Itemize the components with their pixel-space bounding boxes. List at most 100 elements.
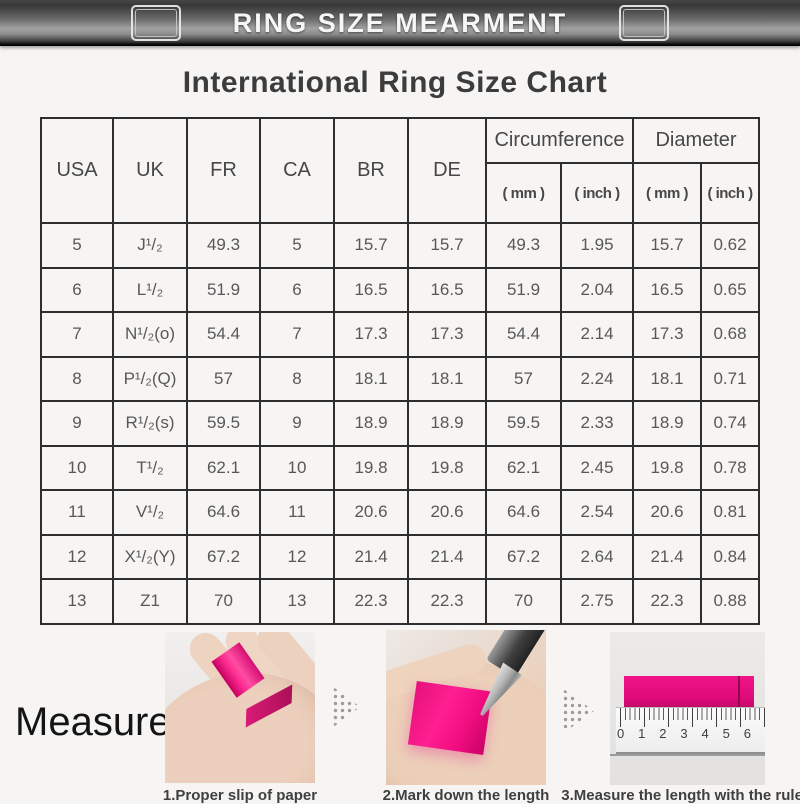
table-row: 10 T¹/₂ 62.1 10 19.8 19.8 62.1 2.45 19.8 0.78 — [40, 444, 761, 491]
table-row: 8 P¹/₂(Q) 57 8 18.1 18.1 57 2.24 18.1 0.71 — [40, 355, 761, 402]
table-row: 6 L¹/₂ 51.9 6 16.5 16.5 51.9 2.04 16.5 0.65 — [40, 266, 761, 313]
table-cell: 15.7 — [333, 222, 409, 269]
table-cell: 70 — [186, 578, 261, 625]
table-cell: 2.45 — [559, 444, 635, 491]
table-cell: 8 — [259, 355, 335, 402]
banner-title: RING SIZE MEARMENT — [232, 7, 568, 38]
table-cell: N¹/₂(o) — [112, 311, 188, 358]
ruler-number: 6 — [743, 726, 751, 741]
table-cell: 62.1 — [485, 444, 562, 491]
table-cell: 10 — [259, 444, 335, 491]
page-title: International Ring Size Chart — [182, 66, 608, 99]
table-cell: 49.3 — [485, 222, 562, 269]
table-cell: 2.64 — [559, 533, 635, 580]
table-cell: 16.5 — [632, 266, 703, 313]
table-cell: 59.5 — [485, 400, 562, 447]
table-cell: 0.74 — [700, 400, 761, 447]
table-cell: 0.71 — [700, 355, 761, 402]
table-row: 12 X¹/₂(Y) 67.2 12 21.4 21.4 67.2 2.64 21.4 0.84 — [40, 533, 761, 580]
table-row: 5 J¹/₂ 49.3 5 15.7 15.7 49.3 1.95 15.7 0.62 — [40, 222, 761, 269]
strip-mark-line — [738, 676, 740, 707]
table-cell: 2.24 — [559, 355, 635, 402]
sub-header-circumference-mm: ( mm ) — [485, 162, 562, 224]
table-cell: T¹/₂ — [112, 444, 188, 491]
table-cell: 19.8 — [407, 444, 487, 491]
table-cell: 6 — [259, 266, 335, 313]
table-cell: 9 — [259, 400, 335, 447]
table-cell: 18.9 — [407, 400, 487, 447]
table-cell: 22.3 — [632, 578, 703, 625]
title-banner: RING SIZE MEARMENT — [0, 0, 800, 46]
table-cell: 21.4 — [407, 533, 487, 580]
col-header-fr: FR — [186, 117, 261, 224]
table-cell: 18.9 — [632, 400, 703, 447]
table-cell: 0.62 — [700, 222, 761, 269]
ruler-number: 0 — [617, 726, 625, 741]
table-cell: 19.8 — [333, 444, 409, 491]
table-cell: 18.1 — [407, 355, 487, 402]
ring-size-table-body: 5 J¹/₂ 49.3 5 15.7 15.7 49.3 1.95 15.7 0.62 6 L¹/₂ 5… — [40, 222, 761, 625]
measure-label: Measure — [15, 700, 171, 744]
arrow-right-icon — [562, 688, 594, 734]
table-cell: 11 — [40, 489, 114, 536]
col-header-uk: UK — [112, 117, 188, 224]
table-cell: 7 — [259, 311, 335, 358]
table-cell: Z1 — [112, 578, 188, 625]
table-cell: 22.3 — [333, 578, 409, 625]
table-cell: 17.3 — [333, 311, 409, 358]
table-cell: L¹/₂ — [112, 266, 188, 313]
ruler-number: 5 — [722, 726, 730, 741]
photo-step1-paper-on-finger — [165, 632, 315, 783]
table-cell: 15.7 — [407, 222, 487, 269]
table-cell: J¹/₂ — [112, 222, 188, 269]
table-cell: 19.8 — [632, 444, 703, 491]
table-cell: 22.3 — [407, 578, 487, 625]
table-cell: 0.88 — [700, 578, 761, 625]
table-cell: 1.95 — [559, 222, 635, 269]
table-cell: 20.6 — [632, 489, 703, 536]
ring-gauge-icon-left — [130, 5, 181, 41]
ring-size-conversion-table: USA UK FR CA BR DE Circumference Diamete… — [40, 117, 761, 625]
ruler-number: 2 — [659, 726, 667, 741]
table-cell: 2.54 — [559, 489, 635, 536]
table-row: 11 V¹/₂ 64.6 11 20.6 20.6 64.6 2.54 20.6 0.81 — [40, 489, 761, 536]
table-cell: 64.6 — [186, 489, 261, 536]
table-cell: 6 — [40, 266, 114, 313]
ring-size-table: USA UK FR CA BR DE Circumference Diamete… — [40, 117, 761, 625]
ring-gauge-icon-right — [619, 5, 670, 41]
table-cell: 59.5 — [186, 400, 261, 447]
table-cell: 10 — [40, 444, 114, 491]
arrow-right-icon — [332, 686, 360, 728]
col-header-ca: CA — [259, 117, 335, 224]
table-cell: 64.6 — [485, 489, 562, 536]
group-header-circumference: Circumference — [484, 117, 635, 164]
table-cell: 18.1 — [632, 355, 703, 402]
col-header-de: DE — [407, 117, 487, 224]
header-row-2: ( mm ) ( inch ) ( mm ) ( inch ) — [41, 162, 761, 224]
col-header-br: BR — [333, 117, 409, 224]
table-cell: 11 — [259, 489, 335, 536]
table-cell: 51.9 — [485, 266, 562, 313]
table-cell: 13 — [259, 578, 335, 625]
table-cell: 54.4 — [485, 311, 562, 358]
table-cell: 21.4 — [333, 533, 409, 580]
table-cell: 70 — [485, 578, 562, 625]
table-cell: 16.5 — [333, 266, 409, 313]
pink-paper-strip — [407, 681, 493, 755]
ruler-shadow — [610, 754, 765, 756]
table-cell: 20.6 — [333, 489, 409, 536]
table-cell: R¹/₂(s) — [112, 400, 188, 447]
sub-header-circumference-inch: ( inch ) — [559, 162, 635, 224]
table-row: 13 Z1 70 13 22.3 22.3 70 2.75 22.3 0.88 — [40, 578, 761, 625]
table-cell: V¹/₂ — [112, 489, 188, 536]
table-cell: 57 — [485, 355, 562, 402]
table-cell: 2.75 — [559, 578, 635, 625]
sub-header-diameter-inch: ( inch ) — [700, 162, 761, 224]
table-cell: 54.4 — [186, 311, 261, 358]
table-cell: 2.04 — [559, 266, 635, 313]
table-cell: 51.9 — [186, 266, 261, 313]
table-cell: X¹/₂(Y) — [112, 533, 188, 580]
